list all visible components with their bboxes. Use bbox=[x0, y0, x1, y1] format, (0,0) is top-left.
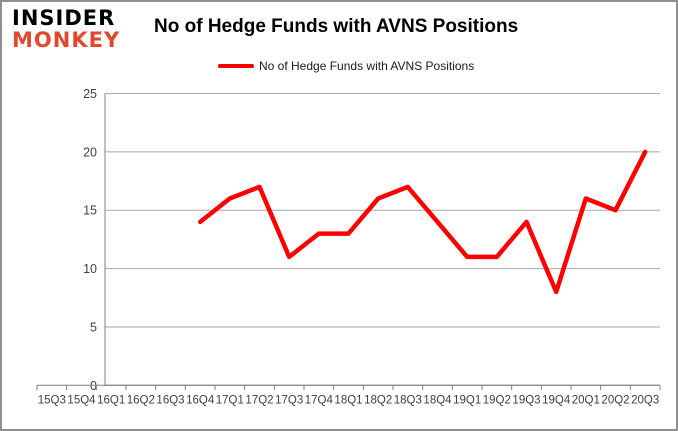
y-tick-label: 25 bbox=[83, 87, 97, 101]
insider-monkey-logo: INSIDER MONKEY bbox=[12, 8, 120, 51]
x-tick-label: 18Q3 bbox=[394, 394, 422, 406]
x-tick-label: 19Q3 bbox=[512, 394, 540, 406]
x-tick-label: 19Q1 bbox=[453, 394, 481, 406]
x-tick-label: 15Q4 bbox=[67, 394, 96, 406]
x-tick-label: 16Q3 bbox=[156, 394, 184, 406]
series-line bbox=[197, 149, 648, 295]
x-tick-label: 15Q3 bbox=[38, 394, 66, 406]
x-tick-label: 17Q2 bbox=[245, 394, 273, 406]
x-tick-label: 17Q4 bbox=[305, 394, 334, 406]
x-tick-label: 17Q3 bbox=[275, 394, 303, 406]
chart-title: No of Hedge Funds with AVNS Positions bbox=[154, 16, 519, 37]
x-tick-label: 16Q1 bbox=[97, 394, 125, 406]
x-tick-label: 20Q2 bbox=[601, 394, 629, 406]
x-tick-label: 20Q1 bbox=[572, 394, 600, 406]
legend-label: No of Hedge Funds with AVNS Positions bbox=[259, 59, 475, 73]
y-tick-label: 15 bbox=[83, 204, 97, 218]
x-tick-label: 18Q1 bbox=[334, 394, 362, 406]
x-tick-label: 16Q4 bbox=[186, 394, 215, 406]
x-tick-label: 20Q3 bbox=[631, 394, 659, 406]
logo-text-monkey: MONKEY bbox=[12, 28, 121, 52]
y-tick-label: 5 bbox=[90, 320, 97, 334]
x-tick-label: 18Q2 bbox=[364, 394, 392, 406]
legend-line-swatch bbox=[218, 64, 254, 68]
x-tick-label: 18Q4 bbox=[423, 394, 452, 406]
logo-text-insider: INSIDER bbox=[12, 6, 116, 30]
x-tick-label: 16Q2 bbox=[127, 394, 155, 406]
y-tick-label: 20 bbox=[83, 145, 97, 159]
legend: No of Hedge Funds with AVNS Positions bbox=[218, 59, 474, 73]
x-tick-label: 19Q4 bbox=[542, 394, 571, 406]
x-tick-label: 17Q1 bbox=[216, 394, 244, 406]
x-tick-label: 19Q2 bbox=[483, 394, 511, 406]
y-tick-label: 10 bbox=[83, 262, 97, 276]
